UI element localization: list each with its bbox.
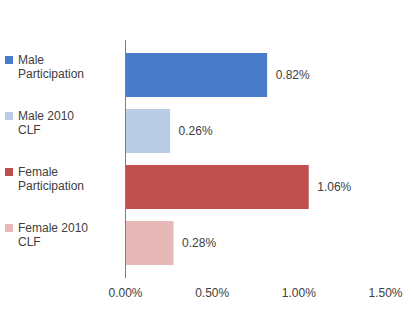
html-text:Male Participation: Male Participation — [18, 53, 84, 81]
html-text:Male 2010 CLF: Male 2010 CLF — [18, 109, 74, 137]
svg-text:1.50%: 1.50% — [368, 286, 402, 300]
svg-text:0.50%: 0.50% — [195, 286, 229, 300]
html-text:Female Participation: Female Participation — [18, 165, 84, 193]
svg-text:0.82%: 0.82% — [276, 68, 310, 82]
svg-text:0.28%: 0.28% — [182, 236, 216, 250]
html-text:Female 2010 CLF: Female 2010 CLF — [18, 221, 88, 249]
svg-text:0.26%: 0.26% — [179, 124, 213, 138]
svg-text:1.00%: 1.00% — [282, 286, 316, 300]
svg-text:0.00%: 0.00% — [108, 286, 142, 300]
svg-text:1.06%: 1.06% — [317, 180, 351, 194]
